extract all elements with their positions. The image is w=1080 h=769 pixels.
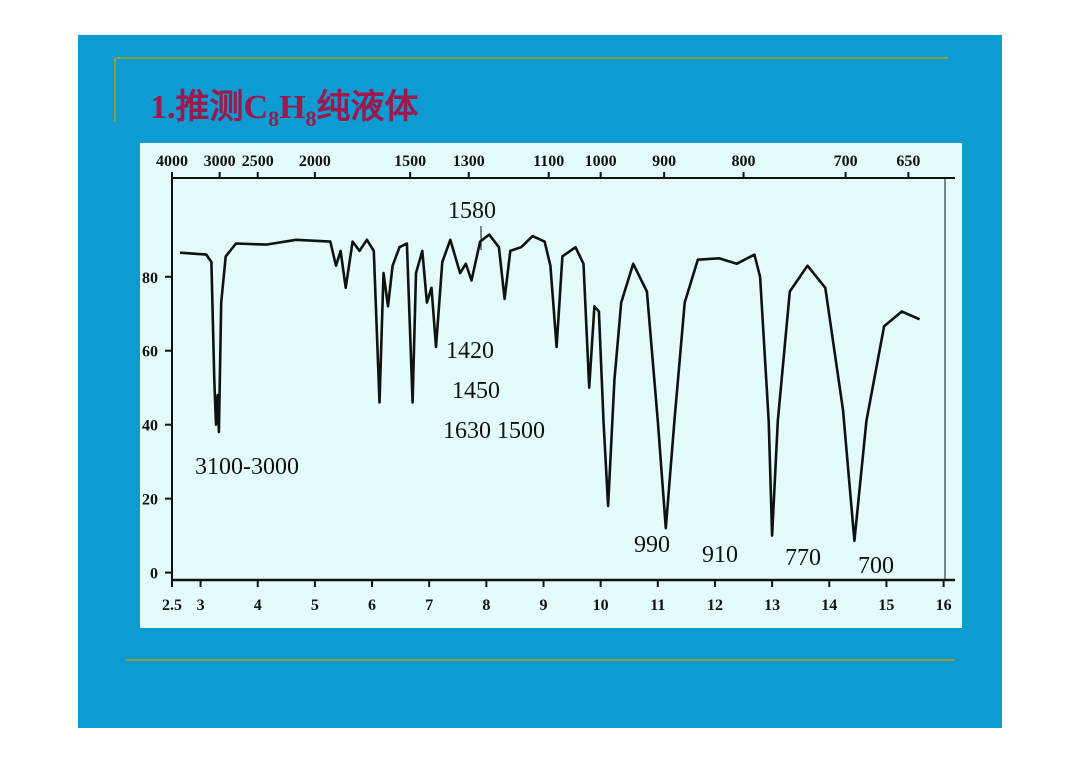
x2-tick-label: 700 <box>834 153 858 170</box>
x2-tick-label: 800 <box>732 153 756 170</box>
peak-annotation: 1450 <box>452 378 500 404</box>
x-tick-label: 10 <box>593 597 609 614</box>
x-tick-label: 4 <box>254 597 262 614</box>
chart-panel <box>140 143 962 628</box>
spectrum-line <box>179 233 921 543</box>
peak-annotation: 1630 <box>443 418 491 444</box>
slide-title: 1.推测C8H8纯液体 <box>150 88 419 131</box>
peak-annotation: 770 <box>785 545 821 571</box>
peak-annotation: 990 <box>634 532 670 558</box>
x2-tick-label: 4000 <box>156 153 188 170</box>
title-part: 8 <box>268 106 279 131</box>
x-tick-label: 3 <box>197 597 205 614</box>
peak-annotation: 1580 <box>448 198 496 224</box>
x2-tick-label: 1500 <box>394 153 426 170</box>
x-tick-label: 6 <box>368 597 376 614</box>
title-part: H <box>279 89 305 126</box>
x2-tick-label: 900 <box>652 153 676 170</box>
y-tick-label: 20 <box>142 492 158 509</box>
peak-annotation: 3100-3000 <box>195 454 299 480</box>
x-tick-label: 16 <box>936 597 952 614</box>
y-tick-label: 40 <box>142 418 158 435</box>
peak-annotation: 700 <box>858 553 894 579</box>
x2-tick-label: 2500 <box>242 153 274 170</box>
x-tick-label: 15 <box>878 597 894 614</box>
x-tick-label: 13 <box>764 597 780 614</box>
title-part: 8 <box>306 106 317 131</box>
title-part: 纯液体 <box>317 88 419 126</box>
x2-tick-label: 650 <box>896 153 920 170</box>
peak-annotation: 1500 <box>497 418 545 444</box>
title-part: 1.推测C <box>150 88 268 126</box>
x-tick-label: 11 <box>650 597 665 614</box>
x2-tick-label: 3000 <box>204 153 236 170</box>
y-tick-label: 80 <box>142 270 158 287</box>
x2-tick-label: 2000 <box>299 153 331 170</box>
x-tick-label: 7 <box>425 597 433 614</box>
x2-tick-label: 1000 <box>585 153 617 170</box>
peak-annotation: 910 <box>702 542 738 568</box>
x-tick-label: 9 <box>539 597 547 614</box>
y-tick-label: 60 <box>142 344 158 361</box>
x-tick-label: 12 <box>707 597 723 614</box>
x-tick-label: 2.5 <box>162 597 182 614</box>
x-tick-label: 14 <box>821 597 837 614</box>
x2-tick-label: 1300 <box>453 153 485 170</box>
x2-tick-label: 1100 <box>533 153 564 170</box>
y-tick-label: 0 <box>150 566 158 583</box>
x-tick-label: 5 <box>311 597 319 614</box>
x-tick-label: 8 <box>482 597 490 614</box>
peak-annotation: 1420 <box>446 338 494 364</box>
